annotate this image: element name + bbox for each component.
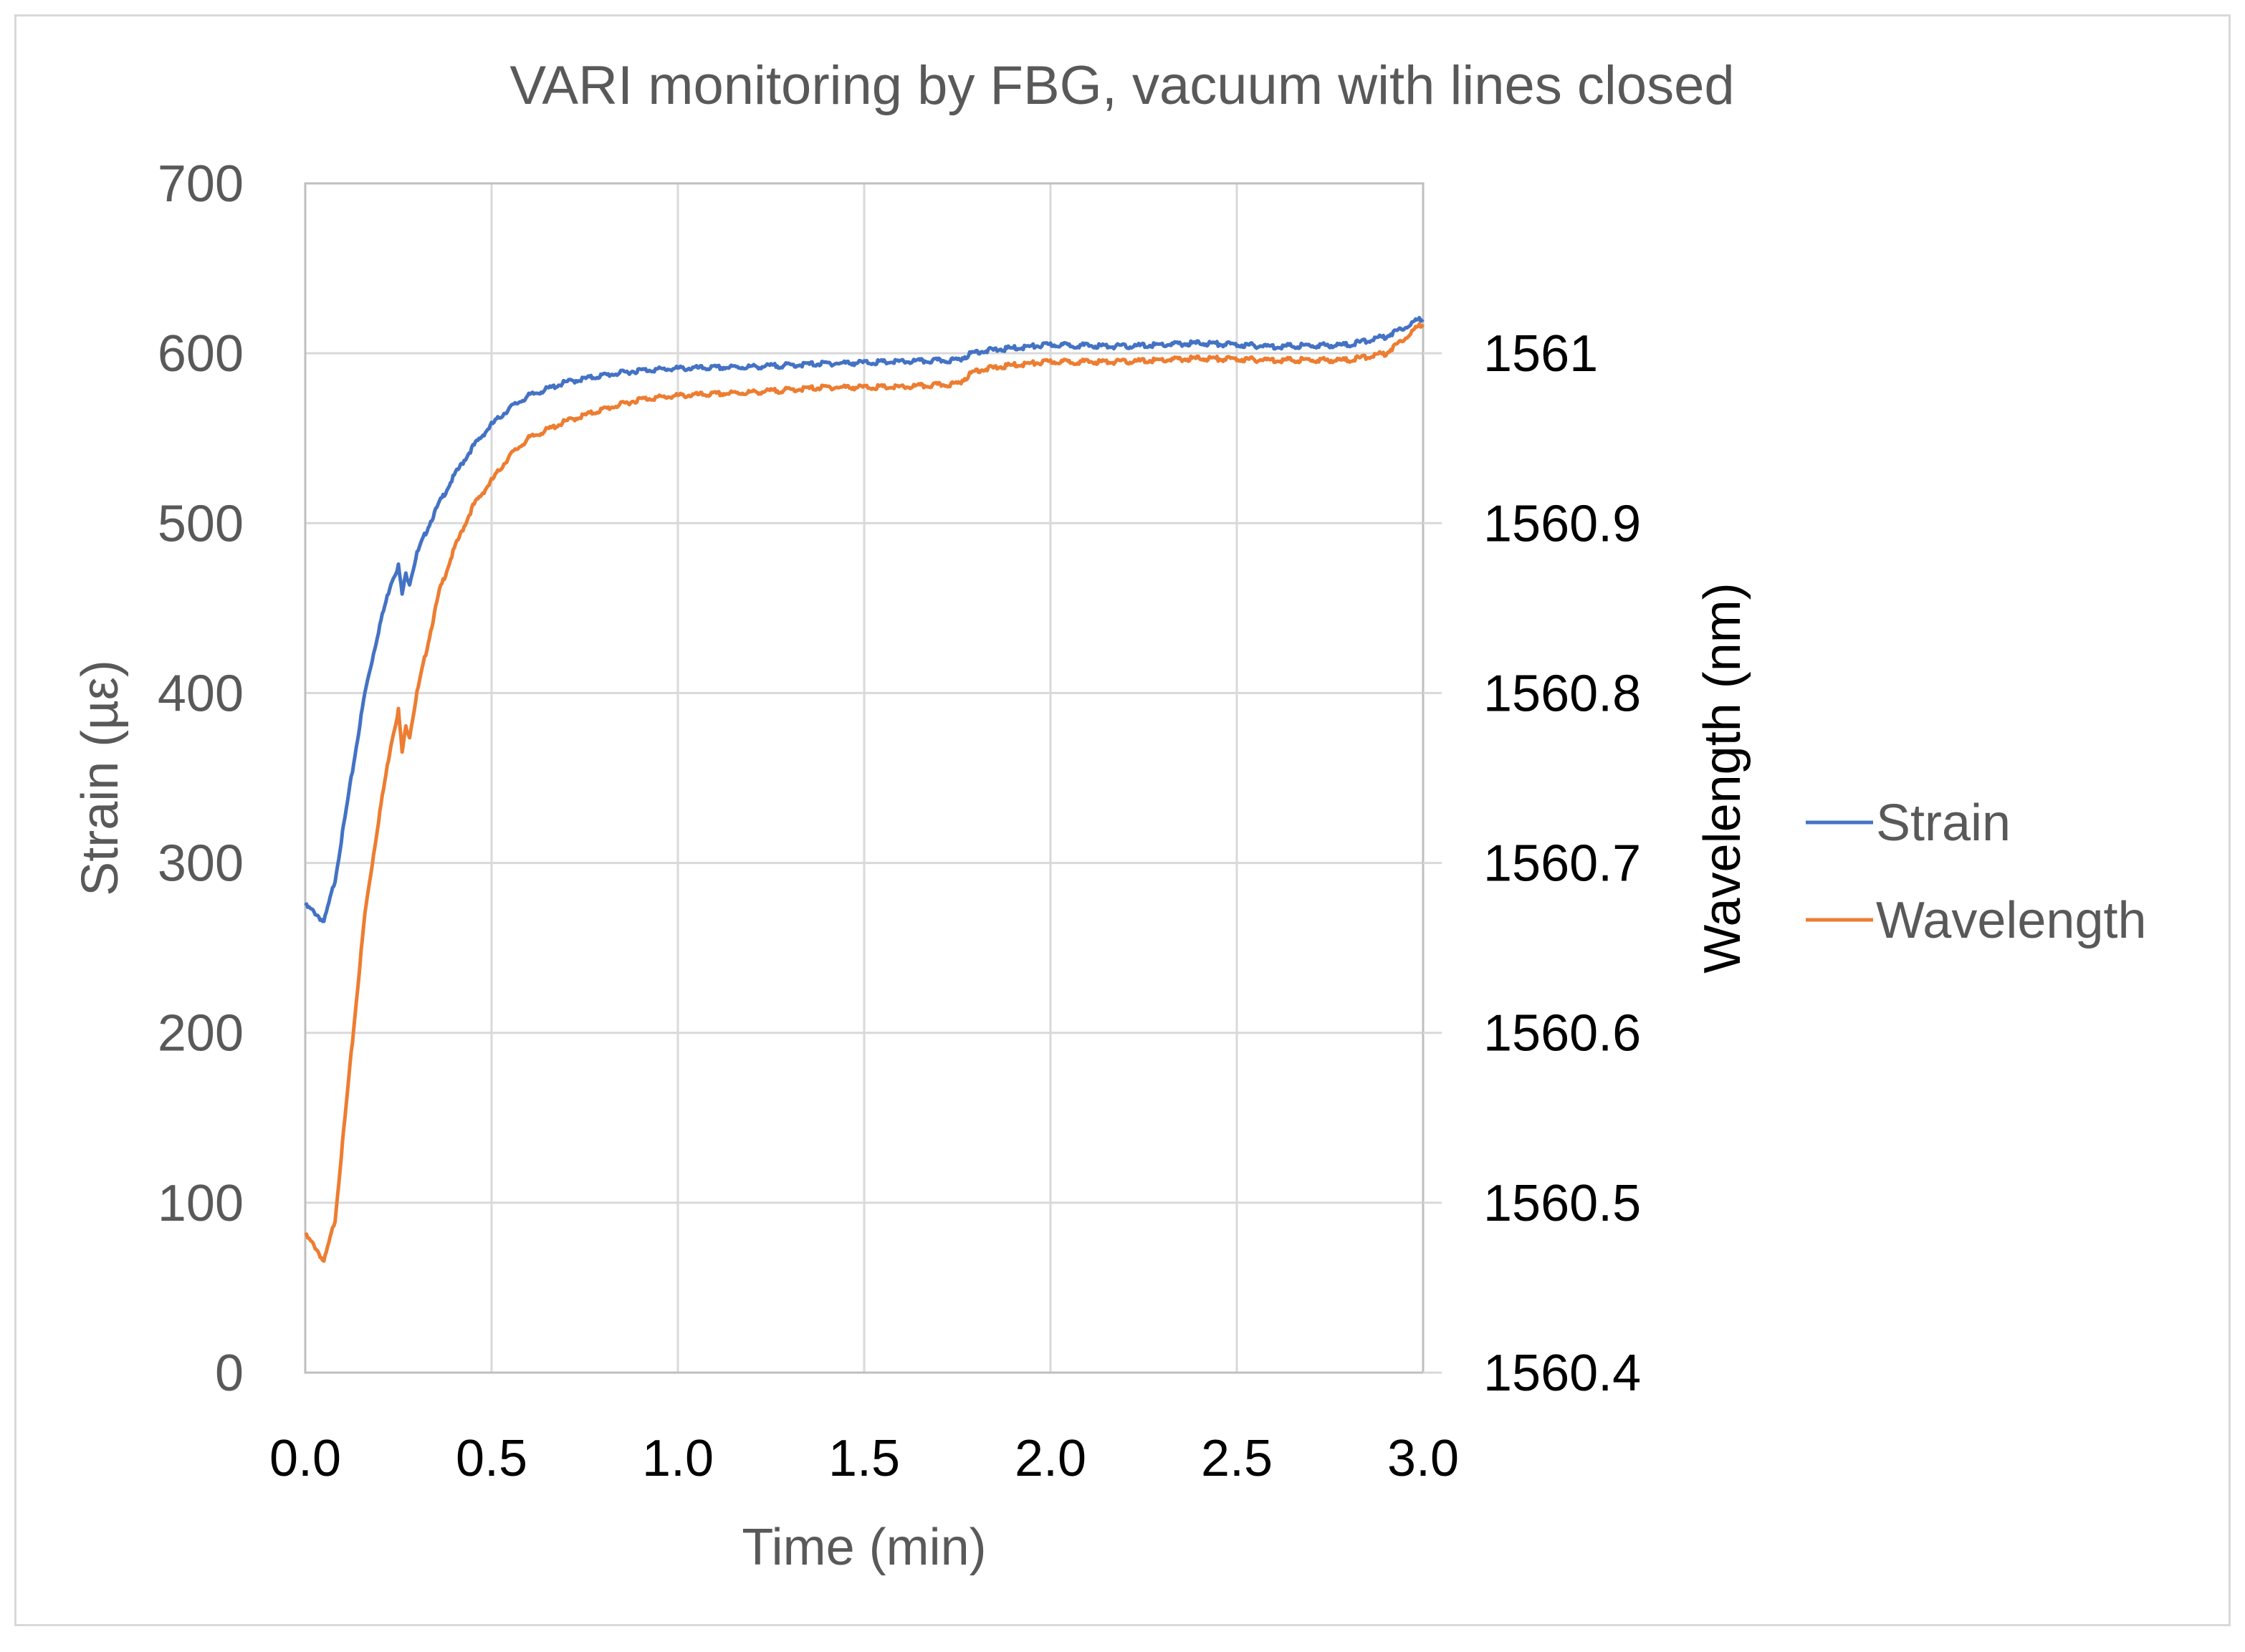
x-axis-ticks: 0.0 0.5 1.0 1.5 2.0 2.5 3.0 bbox=[269, 1430, 1459, 1487]
x-tick-label: 0.5 bbox=[456, 1430, 527, 1487]
series-lines bbox=[304, 316, 1425, 1263]
grid-lines bbox=[305, 183, 1423, 1373]
x-axis-label: Time (min) bbox=[742, 1519, 986, 1576]
left-tick-label: 600 bbox=[158, 325, 244, 383]
series-line-strain bbox=[304, 316, 1425, 923]
legend: Strain Wavelength bbox=[1806, 794, 2147, 949]
chart-frame bbox=[14, 14, 2231, 1626]
right-tick-label: 1560.5 bbox=[1483, 1175, 1641, 1232]
x-tick-label: 0.0 bbox=[269, 1430, 341, 1487]
left-axis-ticks: 0 100 200 300 400 500 600 700 bbox=[158, 155, 244, 1402]
right-axis-ticks: 1560.4 1560.5 1560.6 1560.7 1560.8 1560.9 1561 bbox=[1423, 325, 1641, 1402]
legend-wavelength-label: Wavelength bbox=[1876, 892, 2147, 949]
left-tick-label: 300 bbox=[158, 835, 244, 893]
right-tick-label: 1560.4 bbox=[1483, 1345, 1641, 1402]
left-tick-label: 400 bbox=[158, 665, 244, 722]
left-tick-label: 700 bbox=[158, 155, 244, 213]
chart-title: VARI monitoring by FBG, vacuum with line… bbox=[509, 55, 1734, 116]
left-tick-label: 500 bbox=[158, 495, 244, 552]
x-tick-label: 2.5 bbox=[1201, 1430, 1273, 1487]
left-tick-label: 100 bbox=[158, 1175, 244, 1232]
right-tick-label: 1560.9 bbox=[1483, 495, 1641, 552]
y-axis-label: Strain (µε) bbox=[72, 660, 129, 896]
left-tick-label: 200 bbox=[158, 1005, 244, 1062]
x-tick-label: 3.0 bbox=[1387, 1430, 1459, 1487]
right-tick-label: 1560.6 bbox=[1483, 1005, 1641, 1062]
left-tick-label: 0 bbox=[215, 1345, 244, 1402]
right-tick-label: 1561 bbox=[1483, 325, 1598, 383]
series-line-wavelength bbox=[304, 322, 1425, 1263]
right-tick-label: 1560.8 bbox=[1483, 665, 1641, 722]
x-tick-label: 1.0 bbox=[642, 1430, 714, 1487]
y2-axis-label: Wavelength (nm) bbox=[1694, 582, 1751, 974]
x-tick-label: 1.5 bbox=[828, 1430, 900, 1487]
right-tick-label: 1560.7 bbox=[1483, 835, 1641, 893]
legend-strain-label: Strain bbox=[1876, 794, 2011, 852]
x-tick-label: 2.0 bbox=[1015, 1430, 1086, 1487]
plot-area-border bbox=[304, 182, 1425, 1374]
